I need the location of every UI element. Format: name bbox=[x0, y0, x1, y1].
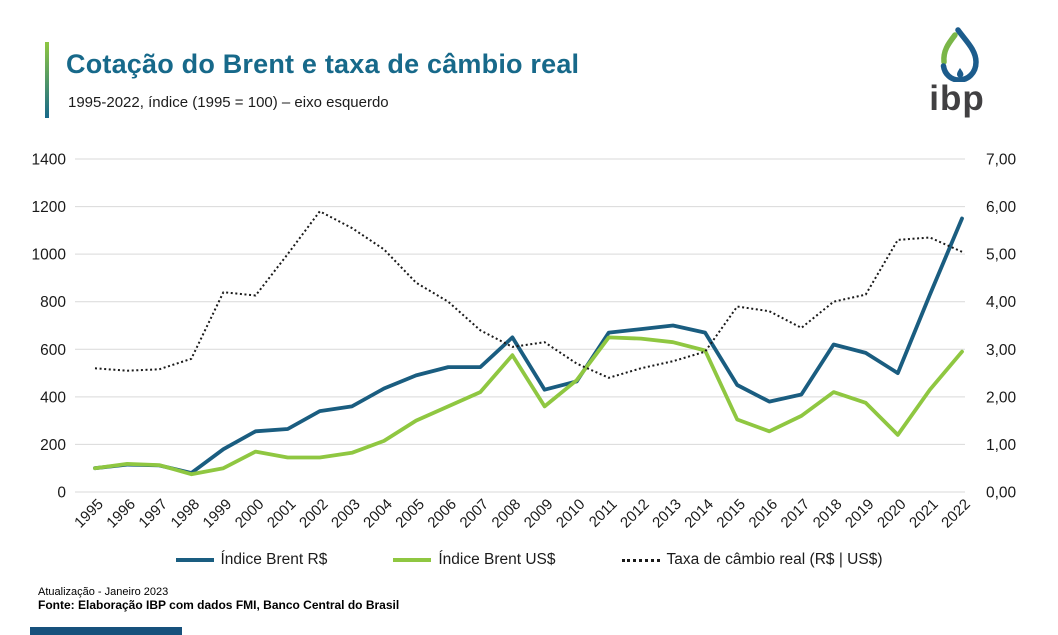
svg-text:3,00: 3,00 bbox=[986, 342, 1017, 359]
svg-text:2016: 2016 bbox=[746, 496, 782, 532]
svg-text:0,00: 0,00 bbox=[986, 485, 1017, 502]
legend-label-taxa-cambio: Taxa de câmbio real (R$ | US$) bbox=[666, 551, 883, 568]
svg-text:4,00: 4,00 bbox=[986, 294, 1017, 311]
footer-accent-bar bbox=[30, 627, 182, 635]
svg-text:0: 0 bbox=[57, 485, 66, 502]
svg-text:2017: 2017 bbox=[778, 496, 814, 532]
svg-text:2013: 2013 bbox=[649, 496, 685, 532]
brent-exchange-rate-chart: 0 0,00 200 1,00 400 2,00 600 3,00 800 4,00 1000 5,0… bbox=[32, 152, 1017, 532]
title-accent-bar bbox=[45, 42, 49, 118]
svg-text:1998: 1998 bbox=[168, 496, 204, 532]
svg-text:1400: 1400 bbox=[32, 152, 67, 169]
svg-text:2020: 2020 bbox=[874, 496, 910, 532]
svg-text:2004: 2004 bbox=[360, 496, 396, 532]
svg-text:2015: 2015 bbox=[713, 496, 749, 532]
svg-text:400: 400 bbox=[40, 389, 66, 406]
legend-label-indice-brent-usd: Índice Brent US$ bbox=[438, 551, 556, 568]
svg-text:2021: 2021 bbox=[906, 496, 942, 532]
legend-item-indice-brent-rs: Índice Brent R$ bbox=[175, 551, 328, 569]
svg-text:7,00: 7,00 bbox=[986, 152, 1017, 169]
svg-text:2011: 2011 bbox=[586, 496, 621, 531]
svg-text:2009: 2009 bbox=[521, 496, 557, 532]
svg-text:2005: 2005 bbox=[392, 496, 428, 532]
svg-text:1997: 1997 bbox=[135, 496, 171, 532]
svg-text:2003: 2003 bbox=[328, 496, 364, 532]
footer-update-date: Atualização - Janeiro 2023 bbox=[38, 586, 169, 598]
svg-text:1996: 1996 bbox=[103, 496, 139, 532]
svg-text:2,00: 2,00 bbox=[986, 389, 1017, 406]
svg-text:2022: 2022 bbox=[938, 496, 974, 532]
svg-text:2000: 2000 bbox=[232, 496, 268, 532]
legend-item-taxa-cambio: Taxa de câmbio real (R$ | US$) bbox=[621, 551, 883, 569]
svg-text:1000: 1000 bbox=[32, 247, 67, 264]
legend-line-green bbox=[393, 558, 432, 562]
legend-line-blue bbox=[175, 558, 214, 562]
svg-text:2012: 2012 bbox=[617, 496, 653, 532]
svg-text:1,00: 1,00 bbox=[986, 437, 1017, 454]
svg-text:200: 200 bbox=[40, 437, 66, 454]
legend-line-dotted bbox=[621, 558, 660, 562]
chart-legend: Índice Brent R$ Índice Brent US$ Taxa de… bbox=[0, 551, 1058, 569]
svg-text:2019: 2019 bbox=[842, 496, 878, 532]
ibp-drop-icon bbox=[940, 27, 979, 83]
ibp-logo: ibp bbox=[912, 24, 1002, 116]
svg-text:1995: 1995 bbox=[71, 496, 107, 532]
svg-text:2018: 2018 bbox=[810, 496, 846, 532]
svg-text:800: 800 bbox=[40, 294, 66, 311]
svg-text:2008: 2008 bbox=[489, 496, 525, 532]
svg-text:2010: 2010 bbox=[553, 496, 589, 532]
svg-text:1200: 1200 bbox=[32, 199, 67, 216]
page-title: Cotação do Brent e taxa de câmbio real bbox=[66, 49, 580, 79]
svg-text:2014: 2014 bbox=[681, 496, 717, 532]
svg-text:2001: 2001 bbox=[264, 496, 300, 532]
footer-source: Fonte: Elaboração IBP com dados FMI, Ban… bbox=[38, 598, 400, 612]
svg-text:5,00: 5,00 bbox=[986, 247, 1017, 264]
svg-text:600: 600 bbox=[40, 342, 66, 359]
legend-label-indice-brent-rs: Índice Brent R$ bbox=[220, 551, 328, 568]
svg-text:2006: 2006 bbox=[424, 496, 460, 532]
svg-text:1999: 1999 bbox=[200, 496, 236, 532]
ibp-logo-text: ibp bbox=[929, 79, 985, 118]
svg-text:6,00: 6,00 bbox=[986, 199, 1017, 216]
svg-text:2007: 2007 bbox=[457, 496, 493, 532]
legend-item-indice-brent-usd: Índice Brent US$ bbox=[393, 551, 556, 569]
svg-text:2002: 2002 bbox=[296, 496, 332, 532]
page-subtitle: 1995-2022, índice (1995 = 100) – eixo es… bbox=[68, 94, 389, 111]
